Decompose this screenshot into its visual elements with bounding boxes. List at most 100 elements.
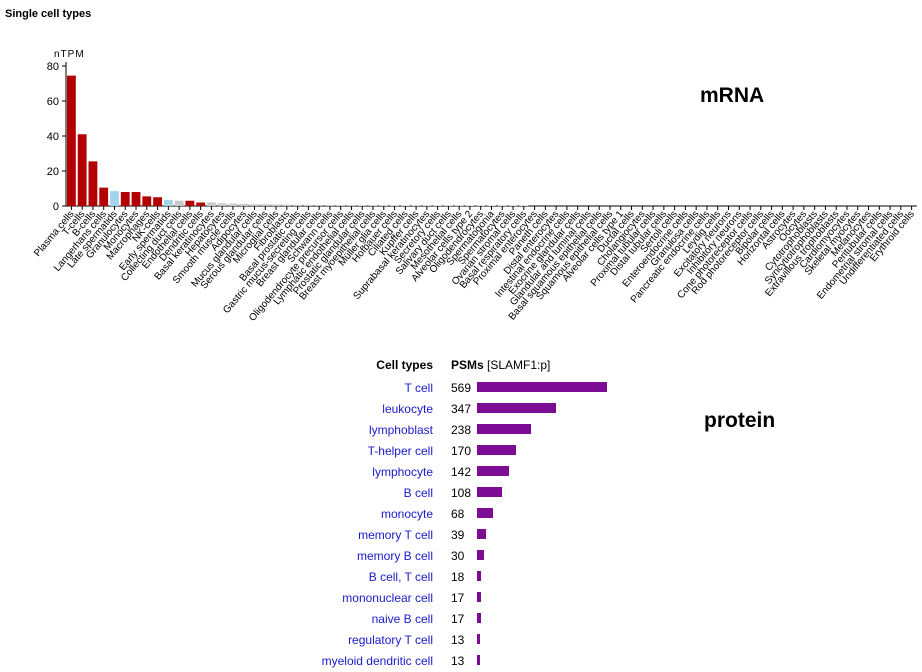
psm-value: 13	[451, 633, 465, 647]
protein-row: regulatory T cell 13	[0, 630, 922, 651]
mrna-bar[interactable]	[174, 200, 184, 206]
mrna-bar[interactable]	[228, 203, 238, 206]
mrna-bar[interactable]	[88, 161, 98, 206]
mrna-bar[interactable]	[422, 205, 432, 206]
psm-bar	[477, 403, 557, 413]
protein-row: T-helper cell 170	[0, 441, 922, 462]
psms-header-gene: [SLAMF1:p]	[483, 358, 551, 372]
mrna-bar[interactable]	[271, 204, 281, 206]
mrna-bar[interactable]	[250, 204, 259, 206]
psm-bar	[477, 613, 481, 623]
psm-bar	[477, 571, 482, 581]
mrna-bar[interactable]	[207, 202, 216, 207]
protein-row: monocyte 68	[0, 504, 922, 525]
mrna-bar[interactable]	[131, 192, 141, 206]
protein-row: lymphoblast 238	[0, 420, 922, 441]
cell-type-link[interactable]: T cell	[404, 381, 433, 395]
mrna-bar[interactable]	[77, 134, 87, 206]
protein-row: T cell 569	[0, 378, 922, 399]
y-tick-label: 40	[47, 131, 59, 143]
cell-type-link[interactable]: B cell	[403, 486, 433, 500]
mrna-bar[interactable]	[66, 75, 76, 206]
mrna-bar[interactable]	[217, 203, 227, 206]
mrna-bar[interactable]	[357, 205, 367, 206]
protein-row: leukocyte 347	[0, 399, 922, 420]
mrna-bar[interactable]	[293, 204, 303, 206]
mrna-bar[interactable]	[260, 204, 270, 206]
cell-type-link[interactable]: regulatory T cell	[348, 633, 433, 647]
mrna-bar[interactable]	[239, 203, 249, 206]
protein-row: myeloid dendritic cell 13	[0, 651, 922, 672]
mrna-label: mRNA	[700, 84, 765, 107]
mrna-bar[interactable]	[282, 204, 292, 206]
mrna-bar[interactable]	[185, 200, 195, 206]
psm-bar	[477, 424, 532, 434]
cell-type-link[interactable]: lymphocyte	[372, 465, 433, 479]
protein-row: B cell 108	[0, 483, 922, 504]
psm-value: 142	[451, 465, 472, 479]
cell-type-link[interactable]: lymphoblast	[368, 423, 433, 437]
mrna-bar[interactable]	[433, 205, 443, 206]
psm-value: 569	[451, 381, 472, 395]
mrna-bar[interactable]	[443, 205, 453, 206]
cell-type-link[interactable]: monocyte	[380, 507, 433, 521]
mrna-bar[interactable]	[163, 199, 173, 206]
cell-type-link[interactable]: mononuclear cell	[342, 591, 433, 605]
psm-bar	[477, 529, 486, 539]
cell-type-link[interactable]: memory B cell	[356, 549, 433, 563]
section-title: Single cell types	[5, 8, 92, 20]
y-tick-label: 0	[53, 201, 59, 213]
mrna-bar[interactable]	[325, 205, 335, 206]
psm-value: 39	[451, 528, 465, 542]
mrna-bar[interactable]	[465, 205, 475, 206]
cell-type-link[interactable]: T-helper cell	[367, 444, 433, 458]
mrna-bar[interactable]	[368, 205, 378, 206]
mrna-bar[interactable]	[196, 202, 206, 207]
protein-row: memory B cell 30	[0, 546, 922, 567]
mrna-bar[interactable]	[476, 205, 486, 206]
protein-label: protein	[704, 409, 776, 432]
psms-header-bold: PSMs	[451, 358, 484, 372]
cell-type-link[interactable]: naive B cell	[371, 612, 433, 626]
psm-bar	[477, 445, 516, 455]
mrna-bar[interactable]	[390, 205, 399, 206]
psm-value: 347	[451, 402, 472, 416]
psm-bar	[477, 550, 484, 560]
psm-value: 108	[451, 486, 472, 500]
protein-row: lymphocyte 142	[0, 462, 922, 483]
cell-types-header: Cell types	[376, 358, 433, 372]
mrna-bar[interactable]	[347, 205, 356, 206]
mrna-bar[interactable]	[379, 205, 389, 206]
mrna-bar[interactable]	[336, 205, 346, 206]
cell-type-link[interactable]: myeloid dendritic cell	[321, 654, 433, 668]
psm-value: 17	[451, 612, 465, 626]
mrna-bar[interactable]	[487, 205, 496, 206]
mrna-bar[interactable]	[508, 205, 518, 206]
mrna-bar[interactable]	[303, 204, 313, 206]
mrna-bar[interactable]	[314, 204, 324, 206]
psm-value: 238	[451, 423, 472, 437]
psm-value: 13	[451, 654, 465, 668]
mrna-bar[interactable]	[120, 192, 130, 206]
cell-type-link[interactable]: leukocyte	[382, 402, 433, 416]
protein-row: B cell, T cell 18	[0, 567, 922, 588]
mrna-bar[interactable]	[411, 205, 421, 206]
psms-header: PSMs [SLAMF1:p]	[451, 358, 550, 372]
mrna-bar[interactable]	[110, 191, 119, 206]
cell-type-link[interactable]: B cell, T cell	[368, 570, 433, 584]
mrna-bar[interactable]	[99, 187, 109, 206]
mrna-bar[interactable]	[497, 205, 507, 206]
mrna-bar[interactable]	[454, 205, 464, 206]
mrna-bar[interactable]	[142, 196, 152, 206]
psm-value: 170	[451, 444, 472, 458]
cell-type-link[interactable]: memory T cell	[358, 528, 433, 542]
psm-bar	[477, 592, 481, 602]
mrna-bar[interactable]	[400, 205, 410, 206]
y-tick-label: 80	[47, 61, 59, 73]
mrna-bar[interactable]	[519, 205, 529, 206]
psm-bar	[477, 466, 510, 476]
mrna-bar[interactable]	[153, 197, 162, 206]
protein-row: mononuclear cell 17	[0, 588, 922, 609]
psm-bar	[477, 382, 607, 392]
